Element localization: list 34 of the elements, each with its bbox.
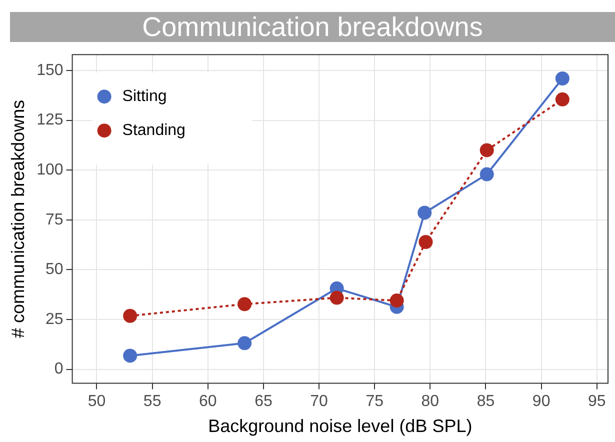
point <box>123 308 138 323</box>
legend-label: Standing <box>122 122 186 140</box>
point <box>480 143 494 158</box>
point <box>238 336 252 350</box>
point <box>480 167 494 182</box>
point <box>418 235 433 249</box>
y-tick-label: 100 <box>36 162 64 179</box>
x-tick-label: 70 <box>310 393 328 410</box>
legend-label: Sitting <box>122 88 167 106</box>
x-tick-label: 65 <box>254 393 272 410</box>
point <box>330 290 344 305</box>
point <box>555 92 570 106</box>
x-tick-label: 50 <box>88 393 106 410</box>
y-tick-label: 25 <box>46 310 64 328</box>
x-tick-label: 80 <box>421 393 440 410</box>
y-tick-label: 150 <box>36 62 64 79</box>
point <box>555 72 570 86</box>
x-axis-title: Background noise level (dB SPL) <box>208 416 472 436</box>
chart-title: Communication breakdowns <box>10 12 615 42</box>
x-tick-label: 85 <box>476 393 495 410</box>
x-tick-label: 75 <box>366 393 384 410</box>
point <box>418 206 432 220</box>
point <box>390 294 404 308</box>
y-tick-label: 0 <box>54 360 64 378</box>
y-axis-title: # communication breakdowns <box>8 100 28 338</box>
y-tick-label: 50 <box>46 261 64 278</box>
y-tick-label: 75 <box>46 211 64 228</box>
x-tick-label: 95 <box>588 393 606 410</box>
x-tick-label: 55 <box>143 393 162 410</box>
point <box>123 348 138 363</box>
y-tick-label: 125 <box>36 112 64 129</box>
x-tick-label: 60 <box>198 393 217 410</box>
x-tick-label: 90 <box>532 393 550 410</box>
point <box>238 297 252 312</box>
